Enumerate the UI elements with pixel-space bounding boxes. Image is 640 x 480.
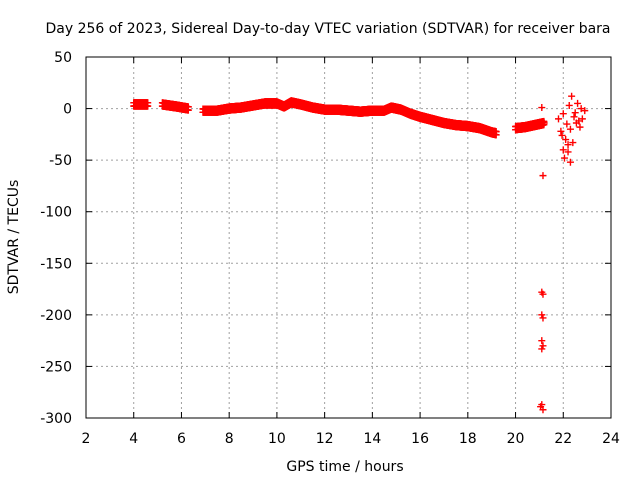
data-point [144,102,152,110]
data-point [578,115,586,123]
y-tick-label: -250 [40,359,72,375]
data-point [538,345,546,353]
y-tick-label: -300 [40,411,72,427]
data-point [559,146,567,154]
x-tick-label: 12 [316,431,334,447]
data-point [564,141,572,149]
data-point [538,104,546,112]
data-point [571,109,579,117]
x-tick-label: 16 [411,431,429,447]
x-tick-label: 4 [129,431,138,447]
x-tick-label: 24 [602,431,620,447]
x-tick-label: 6 [177,431,186,447]
data-point [581,107,589,115]
x-axis-label: GPS time / hours [286,459,403,475]
chart-title: Day 256 of 2023, Sidereal Day-to-day VTE… [45,21,610,37]
y-tick-label: -50 [49,153,72,169]
x-tick-label: 8 [225,431,234,447]
data-point [540,119,548,127]
data-point [558,131,566,139]
y-axis-label: SDTVAR / TECUs [6,180,22,295]
data-point [564,148,572,156]
data-point [538,337,546,345]
data-point [539,290,547,298]
data-point [559,110,567,118]
x-tick-label: 10 [268,431,286,447]
data-point [570,113,578,121]
data-point [555,115,562,123]
data-point [565,101,573,109]
data-point [566,158,574,166]
y-tick-label: -100 [40,205,72,221]
x-tick-label: 14 [363,431,381,447]
y-tick-label: 0 [63,102,72,118]
data-point [562,136,570,144]
axis-ticks: 2 4 6 8 10 12 14 16 18 20 22 24500-50-100-150-200-2… [40,50,620,447]
data-point [539,172,547,180]
x-tick-label: 20 [507,431,525,447]
y-tick-label: -150 [40,256,72,272]
data-point [492,131,500,139]
x-tick-label: 22 [554,431,572,447]
x-tick-label: 2 [82,431,91,447]
data-point [575,117,583,125]
data-point [557,127,565,135]
data-point [566,125,574,133]
data-point [569,139,577,147]
x-tick-label: 18 [459,431,477,447]
plot-frame [85,56,612,419]
data-point [538,311,546,319]
data-points [130,92,589,414]
data-point [576,123,584,131]
data-point [574,99,582,107]
data-point [568,92,576,100]
data-point [537,403,545,411]
data-point [560,154,568,162]
data-point [539,342,547,350]
data-point [184,106,192,114]
data-point [539,314,547,322]
y-tick-label: 50 [54,50,72,66]
data-point [563,120,571,128]
data-point [577,105,585,113]
y-tick-label: -200 [40,308,72,324]
